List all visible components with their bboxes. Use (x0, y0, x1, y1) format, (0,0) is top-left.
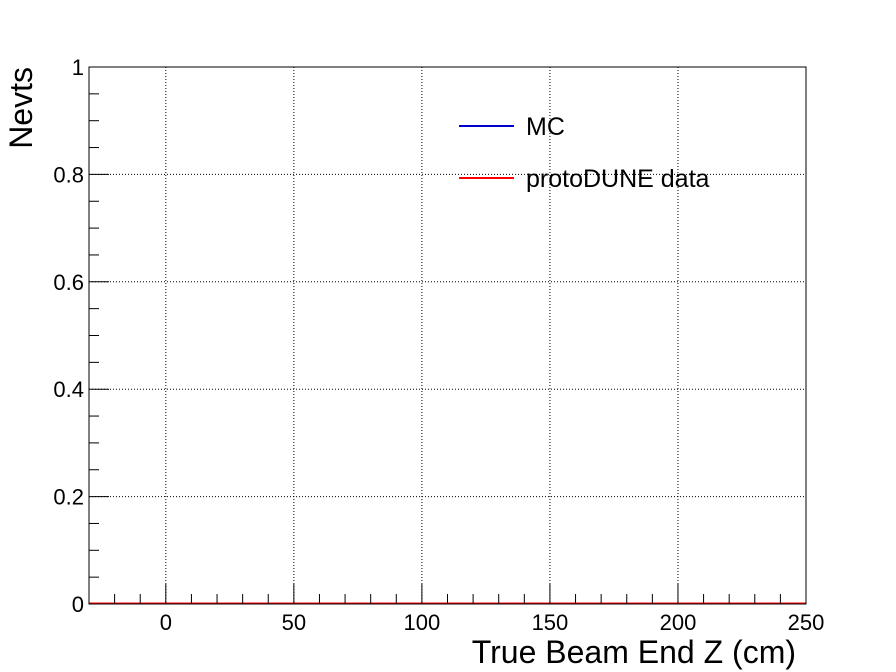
y-tick-label: 1 (72, 55, 84, 80)
x-tick-label: 100 (404, 610, 441, 635)
x-tick-label: 200 (660, 610, 697, 635)
y-tick-label: 0.4 (53, 377, 84, 402)
y-tick-label: 0 (72, 592, 84, 617)
x-tick-label: 150 (532, 610, 569, 635)
legend-label: MC (526, 113, 565, 141)
y-axis-title: Nevts (3, 67, 39, 149)
x-tick-label: 250 (788, 610, 825, 635)
x-axis-title: True Beam End Z (cm) (472, 634, 796, 670)
y-tick-label: 0.6 (53, 270, 84, 295)
y-tick-label: 0.8 (53, 162, 84, 187)
grid-lines (89, 67, 806, 604)
x-tick-label: 50 (282, 610, 306, 635)
y-tick-label: 0.2 (53, 485, 84, 510)
axis-ticks (88, 66, 807, 605)
legend-label: protoDUNE data (526, 165, 710, 193)
tick-labels: 0 50 100 150 200 250 0 0.2 0.4 0.6 0.8 1 (53, 55, 824, 635)
x-tick-label: 0 (160, 610, 172, 635)
legend: MC protoDUNE data (459, 113, 710, 193)
